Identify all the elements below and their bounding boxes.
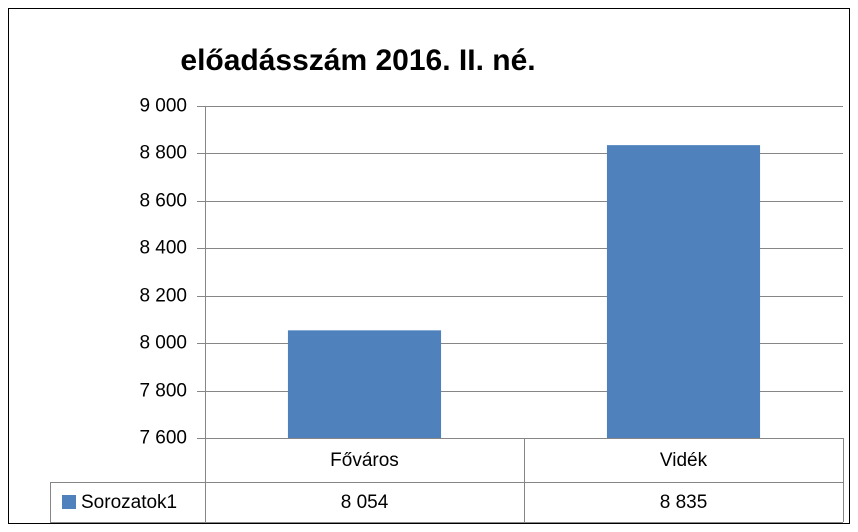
table-value: 8 054 <box>341 492 389 513</box>
bar <box>606 145 761 438</box>
y-tick-label: 8 600 <box>139 191 187 212</box>
y-tick-label: 7 600 <box>139 428 187 449</box>
legend-key <box>62 495 76 509</box>
y-tick-label: 8 000 <box>139 333 187 354</box>
y-tick-label: 8 400 <box>139 238 187 259</box>
legend-label: Sorozatok1 <box>81 492 177 513</box>
bar <box>287 330 442 438</box>
x-tick-label: Főváros <box>330 450 399 471</box>
y-tick-label: 8 200 <box>139 286 187 307</box>
y-tick-label: 7 800 <box>139 381 187 402</box>
table-value: 8 835 <box>660 492 708 513</box>
y-tick-label: 9 000 <box>139 96 187 117</box>
x-tick-label: Vidék <box>660 450 708 471</box>
chart-title: előadásszám 2016. II. né. <box>180 44 535 77</box>
y-tick-label: 8 800 <box>139 143 187 164</box>
